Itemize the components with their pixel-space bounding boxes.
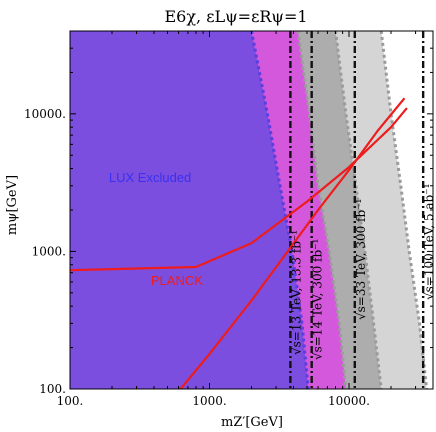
- planck-curves: [70, 97, 408, 389]
- y-axis-title: mψ[GeV]: [5, 175, 20, 235]
- x-axis-title: mZ′[GeV]: [221, 415, 283, 430]
- region-0: [70, 31, 309, 389]
- text-labels: 100. 1000. 10000. 100. 1000. 10000. LUX Exclud…: [24, 107, 436, 408]
- chart-title: E6χ, εLψ=εRψ=1: [164, 7, 307, 26]
- vline-label-3: √s=100 TeV, 5 ab⁻¹: [422, 184, 436, 300]
- region-edge-1: [296, 31, 348, 389]
- axis-ticks: [69, 30, 434, 390]
- x-tick-label: 10000.: [328, 394, 370, 408]
- x-tick-label: 100.: [57, 394, 84, 408]
- vline-label-2: √s=33 TeV, 300 fb⁻¹: [354, 199, 368, 320]
- annotation-1: PLANCK: [151, 273, 203, 288]
- planck-curve-0: [70, 107, 408, 272]
- vline-label-0: √s=13 TeV, 13.3 fb⁻¹: [289, 230, 303, 355]
- y-tick-label: 1000.: [32, 244, 66, 258]
- y-tick-label: 10000.: [24, 107, 66, 121]
- x-tick-label: 1000.: [192, 394, 226, 408]
- exclusion-regions: [70, 31, 429, 389]
- y-tick-label: 100.: [39, 382, 66, 396]
- vline-label-1: √s=14 TeV, 300 fb⁻¹: [311, 239, 325, 360]
- region-edge-0: [250, 31, 310, 389]
- planck-curve-1: [179, 97, 406, 389]
- annotation-0: LUX Excluded: [109, 170, 191, 185]
